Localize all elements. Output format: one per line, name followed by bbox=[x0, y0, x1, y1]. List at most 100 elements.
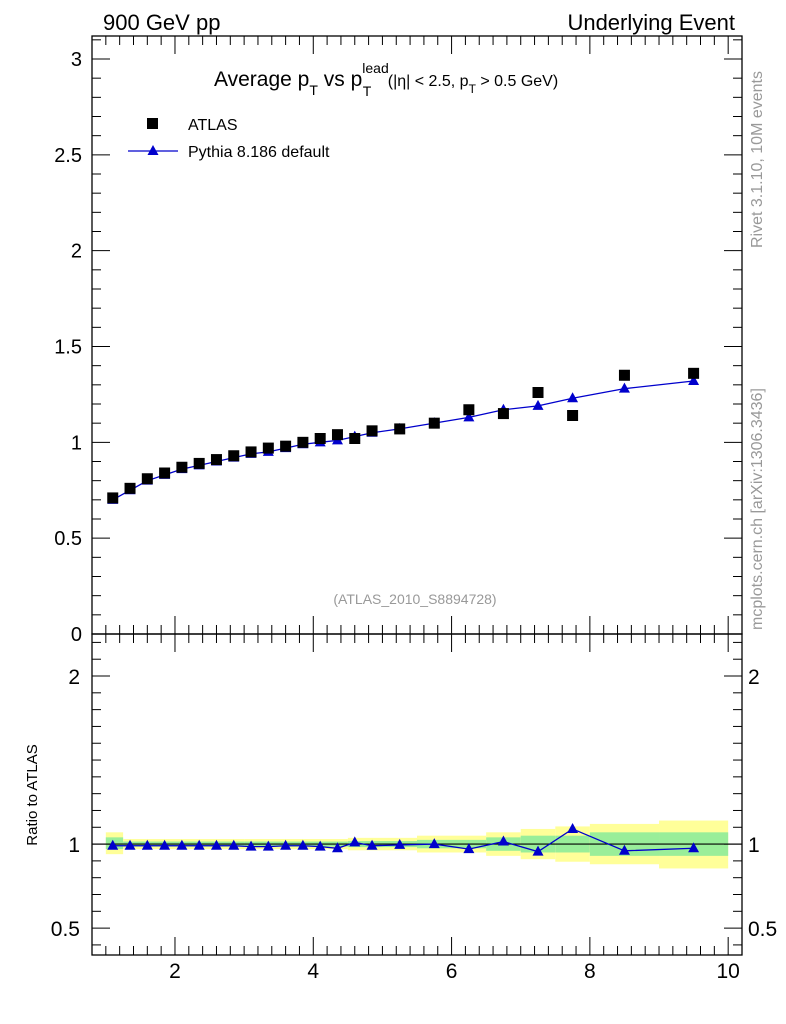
ratio-point bbox=[245, 840, 257, 851]
main-axis-ticks bbox=[92, 36, 742, 635]
atlas-point bbox=[532, 387, 544, 398]
analysis-watermark: (ATLAS_2010_S8894728) bbox=[333, 591, 496, 607]
title-cond2: > 0.5 GeV) bbox=[476, 73, 558, 90]
ratio-y-tick-label: 0.5 bbox=[51, 918, 80, 941]
title-prefix: Average p bbox=[214, 68, 309, 91]
ratio-point bbox=[176, 839, 188, 850]
atlas-point bbox=[331, 429, 343, 441]
atlas-point bbox=[193, 457, 205, 469]
title-cond1: (|η| < 2.5, p bbox=[383, 73, 468, 90]
atlas-point bbox=[618, 369, 630, 381]
atlas-point bbox=[428, 417, 440, 429]
ratio-point bbox=[228, 839, 240, 850]
pythia-point bbox=[567, 392, 579, 403]
header-right: Underlying Event bbox=[567, 10, 735, 35]
ratio-point bbox=[428, 838, 440, 849]
main-y-tick-labels: 0 0.5 1 1.5 2 2.5 3 bbox=[54, 49, 82, 646]
atlas-point bbox=[366, 425, 378, 437]
atlas-point bbox=[349, 433, 361, 444]
ratio-y-tick-label: 1 bbox=[68, 834, 80, 857]
ratio-plot-panel: 0.5 0.5 1 1 2 2 2 4 6 8 10 Ratio to ATLAS bbox=[24, 633, 777, 983]
y-tick-label: 3 bbox=[71, 49, 82, 71]
main-data-layer bbox=[107, 367, 700, 504]
atlas-point bbox=[107, 492, 119, 504]
ratio-point bbox=[618, 844, 630, 855]
ratio-y-tick-label-right: 0.5 bbox=[748, 918, 777, 941]
y-tick-label: 1.5 bbox=[54, 337, 82, 359]
pythia-point bbox=[463, 411, 475, 422]
title-sup: lead bbox=[362, 60, 388, 76]
atlas-point bbox=[280, 440, 292, 452]
ratio-y-tick-label-right: 1 bbox=[748, 834, 760, 857]
ratio-point bbox=[394, 838, 406, 849]
ratio-point bbox=[567, 822, 579, 833]
pythia-line bbox=[112, 380, 694, 501]
atlas-point bbox=[314, 433, 326, 444]
atlas-point bbox=[245, 446, 257, 458]
pythia-point bbox=[688, 375, 700, 385]
y-tick-label: 2.5 bbox=[54, 145, 82, 167]
title-sub2: T bbox=[363, 83, 372, 99]
title-cond-sub: T bbox=[469, 82, 477, 96]
atlas-point bbox=[159, 467, 171, 479]
x-tick-label: 4 bbox=[307, 960, 319, 983]
ratio-point bbox=[262, 840, 274, 851]
atlas-point bbox=[463, 404, 475, 416]
ratio-point bbox=[107, 839, 119, 850]
main-plot-panel: 00.511.522.53 Average pT vs plead T (|η| … bbox=[54, 35, 743, 646]
ratio-point bbox=[331, 842, 343, 853]
y-tick-label: 2 bbox=[71, 241, 82, 263]
ratio-y-axis-label: Ratio to ATLAS bbox=[24, 744, 41, 845]
title-mid: vs p bbox=[318, 68, 362, 91]
ratio-point bbox=[497, 835, 509, 846]
ratio-plot-frame bbox=[91, 633, 743, 956]
ratio-point bbox=[193, 839, 205, 850]
ratio-point bbox=[297, 839, 309, 850]
ratio-point bbox=[124, 839, 136, 850]
legend-label-atlas: ATLAS bbox=[188, 117, 238, 134]
ratio-point bbox=[463, 843, 475, 854]
ratio-point bbox=[159, 839, 171, 850]
ratio-point bbox=[688, 842, 700, 853]
ratio-point bbox=[349, 836, 361, 847]
ratio-data-layer bbox=[107, 822, 700, 856]
atlas-point bbox=[124, 482, 136, 494]
atlas-point bbox=[210, 454, 222, 466]
atlas-point bbox=[176, 461, 188, 473]
y-tick-label: 1 bbox=[71, 432, 82, 454]
ratio-point bbox=[210, 839, 222, 850]
atlas-point bbox=[262, 442, 274, 454]
ratio-point bbox=[280, 839, 292, 850]
atlas-point bbox=[297, 436, 309, 448]
x-tick-label: 2 bbox=[169, 960, 181, 983]
atlas-point bbox=[228, 450, 240, 462]
pythia-point bbox=[532, 399, 544, 410]
x-tick-labels: 2 4 6 8 10 bbox=[169, 960, 740, 983]
ratio-point bbox=[532, 845, 544, 856]
y-tick-label: 0 bbox=[71, 624, 82, 646]
atlas-point bbox=[141, 473, 153, 485]
ratio-y-tick-label-right: 2 bbox=[748, 666, 760, 689]
x-tick-label: 10 bbox=[716, 960, 739, 983]
header-left: 900 GeV pp bbox=[103, 10, 220, 35]
pythia-point bbox=[618, 382, 630, 393]
ratio-point bbox=[141, 839, 153, 850]
legend-label-pythia: Pythia 8.186 default bbox=[188, 144, 330, 161]
atlas-point bbox=[688, 367, 700, 379]
atlas-point bbox=[567, 410, 579, 421]
y-tick-label: 0.5 bbox=[54, 528, 82, 550]
atlas-point bbox=[394, 423, 406, 435]
legend-marker-atlas bbox=[147, 118, 158, 129]
ratio-y-tick-label: 2 bbox=[68, 666, 80, 689]
ratio-point bbox=[366, 839, 378, 850]
legend: ATLAS Pythia 8.186 default bbox=[128, 117, 330, 161]
ratio-point bbox=[314, 840, 326, 851]
side-version-label: Rivet 3.1.10, 10M events bbox=[749, 71, 766, 248]
x-tick-label: 8 bbox=[584, 960, 596, 983]
ratio-y-tick-labels: 0.5 0.5 1 1 2 2 bbox=[51, 666, 777, 941]
atlas-point bbox=[497, 408, 509, 420]
main-title: Average pT vs plead T (|η| < 2.5, pT > 0.… bbox=[214, 60, 558, 99]
title-sub1: T bbox=[309, 82, 318, 98]
legend-marker-pythia bbox=[147, 145, 159, 155]
